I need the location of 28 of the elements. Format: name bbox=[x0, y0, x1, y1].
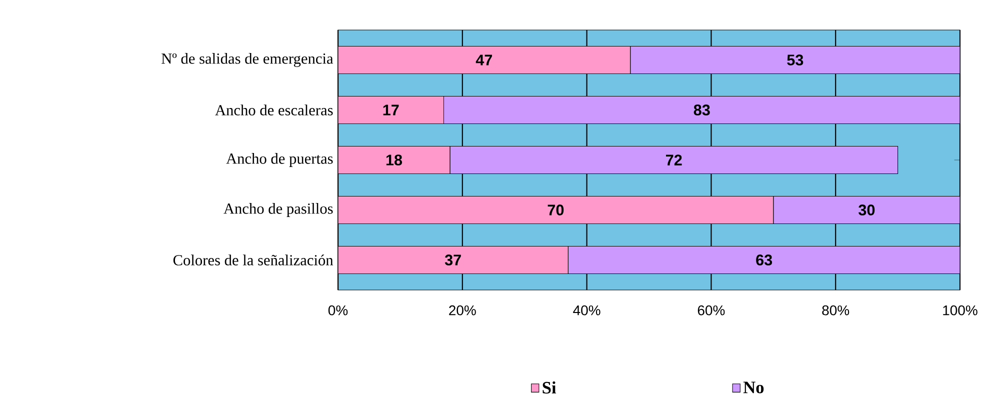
data-label: 63 bbox=[756, 254, 772, 266]
data-label: 83 bbox=[694, 104, 710, 116]
data-label: 17 bbox=[383, 104, 399, 116]
x-tick-label: 0% bbox=[328, 305, 348, 316]
data-label: 72 bbox=[666, 154, 682, 166]
x-tick-label: 80% bbox=[822, 305, 850, 316]
y-tick-label: Nº de salidas de emergencia bbox=[162, 53, 334, 67]
y-tick-label: Colores de la señalización bbox=[173, 254, 334, 266]
x-tick-label: 60% bbox=[698, 305, 725, 316]
bar bbox=[338, 196, 774, 224]
data-label: 18 bbox=[386, 154, 402, 166]
y-tick-label: Ancho de puertas bbox=[226, 153, 333, 167]
x-tick-label: 40% bbox=[573, 305, 600, 316]
bar bbox=[338, 146, 450, 174]
data-label: 70 bbox=[548, 204, 564, 216]
legend-label: No bbox=[743, 382, 764, 394]
data-label: 37 bbox=[444, 254, 461, 266]
x-tick-label: 20% bbox=[449, 305, 476, 316]
bar bbox=[338, 246, 568, 274]
bar bbox=[338, 46, 631, 74]
x-tick-label: 100% bbox=[943, 305, 978, 316]
legend-label: Si bbox=[542, 381, 556, 394]
data-label: 47 bbox=[476, 54, 492, 66]
y-tick-label: Ancho de escaleras bbox=[215, 104, 333, 116]
bar bbox=[338, 96, 444, 124]
y-tick-label: Ancho de pasillos bbox=[224, 203, 333, 217]
data-label: 53 bbox=[787, 54, 804, 66]
data-label: 30 bbox=[858, 204, 875, 216]
